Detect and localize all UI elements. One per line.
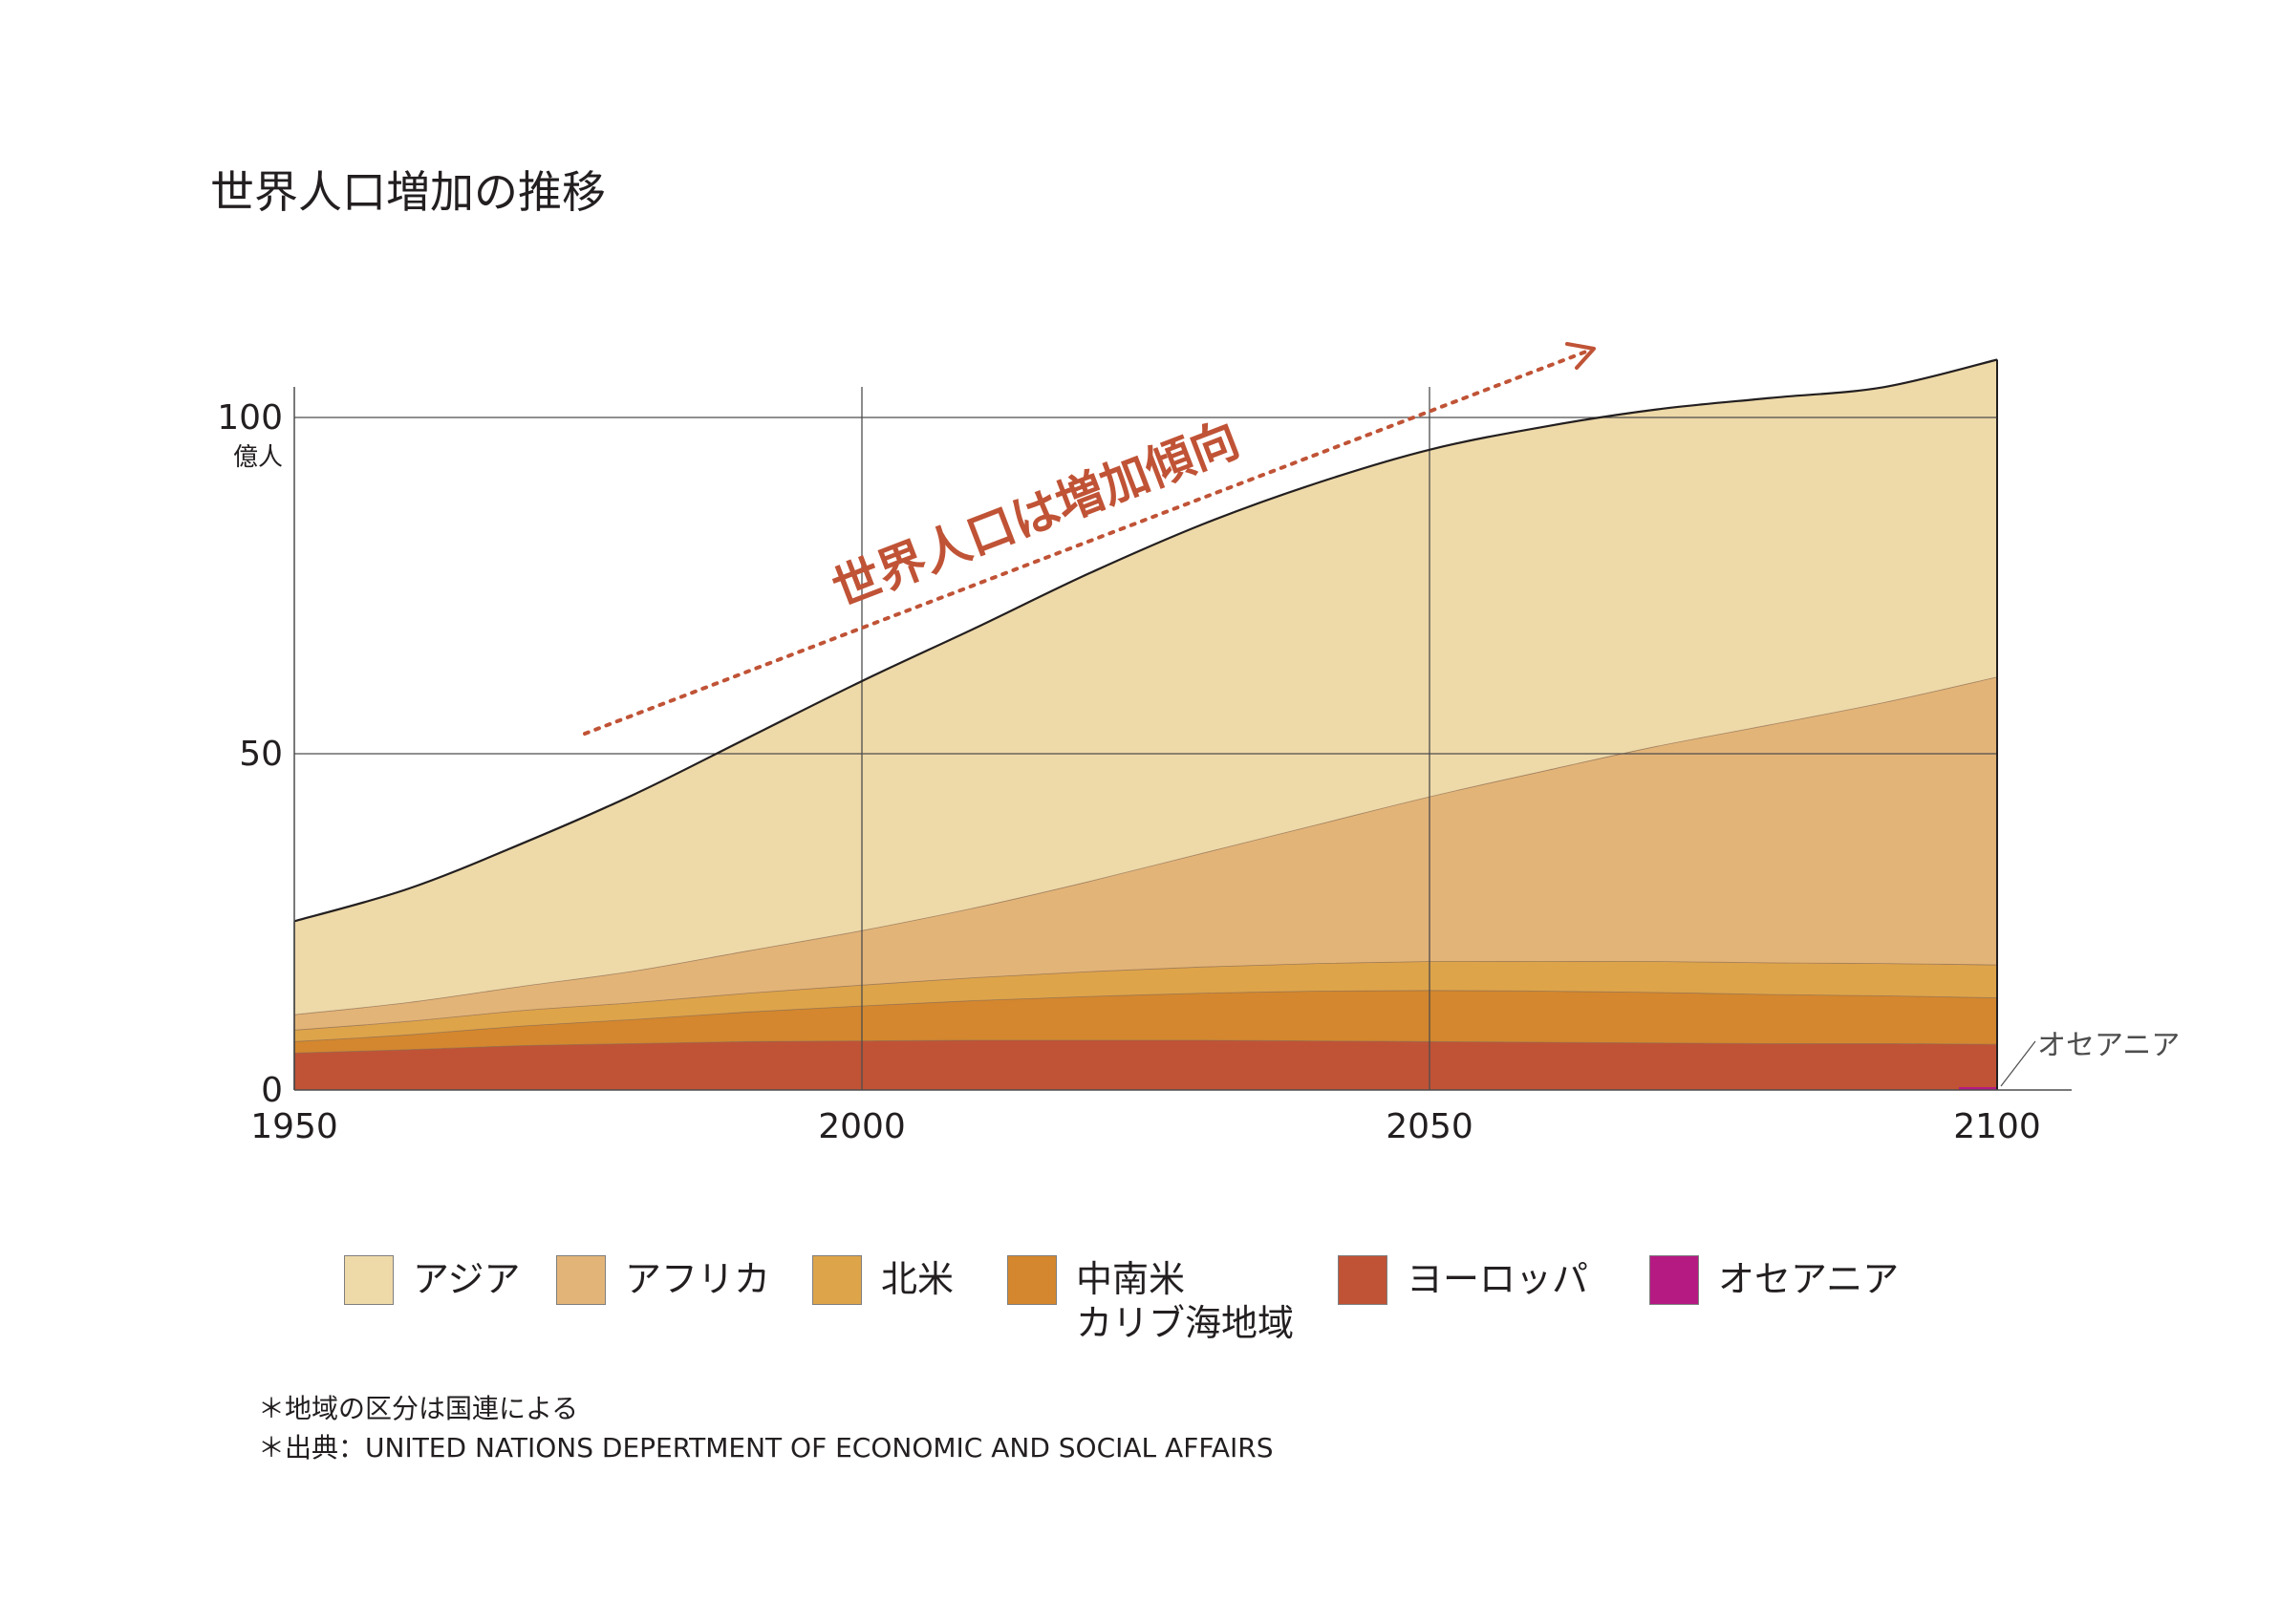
x-tick-label-2100: 2100	[1953, 1107, 2041, 1146]
legend-label-latin-america: 中南米 カリブ海地域	[1076, 1257, 1294, 1345]
legend-swatch-europe	[1338, 1255, 1387, 1305]
series-area-europe	[293, 1039, 1998, 1091]
axis-layer: 1950 2000 2050 2100 0 50 100 億人	[217, 387, 2072, 1146]
x-tick-label-2000: 2000	[818, 1107, 906, 1146]
legend-swatch-africa	[556, 1255, 606, 1305]
note-regions: ＊地域の区分は国連による	[258, 1393, 579, 1424]
trend-arrow-head	[1565, 342, 1596, 370]
legend-swatch-asia	[344, 1255, 394, 1305]
grid-layer	[294, 387, 1997, 1090]
legend-label-latin-america-line2: カリブ海地域	[1076, 1302, 1295, 1344]
oceania-callout-line	[2000, 1040, 2036, 1087]
series-area-oceania	[1959, 1087, 1997, 1090]
total-population-line	[293, 358, 1998, 923]
legend-swatch-latin-america	[1007, 1255, 1057, 1305]
note-source: ＊出典：UNITED NATIONS DEPERTMENT OF ECONOMI…	[258, 1432, 1274, 1464]
y-tick-label-100: 100	[217, 398, 283, 438]
x-tick-label-1950: 1950	[250, 1107, 338, 1146]
legend-swatch-north-america	[812, 1255, 862, 1305]
trend-arrow-line	[583, 350, 1588, 736]
legend-label-latin-america-line1: 中南米	[1076, 1258, 1186, 1300]
legend-label-africa: アフリカ	[625, 1258, 771, 1300]
legend-label-asia: アジア	[413, 1258, 521, 1300]
oceania-callout-label: オセアニア	[2037, 1029, 2180, 1062]
y-tick-label-0: 0	[261, 1071, 283, 1110]
legend-label-europe: ヨーロッパ	[1407, 1258, 1589, 1300]
y-unit-label: 億人	[233, 443, 283, 472]
y-tick-label-50: 50	[239, 735, 283, 774]
legend-label-oceania: オセアニア	[1718, 1258, 1900, 1300]
legend: アジア アフリカ 北米 中南米 カリブ海地域 ヨーロッパ オセアニア	[344, 1253, 2064, 1358]
chart-title: 世界人口増加の推移	[210, 166, 606, 218]
legend-label-north-america: 北米	[881, 1258, 955, 1300]
x-tick-label-2050: 2050	[1386, 1107, 1473, 1146]
legend-swatch-oceania	[1649, 1255, 1699, 1305]
